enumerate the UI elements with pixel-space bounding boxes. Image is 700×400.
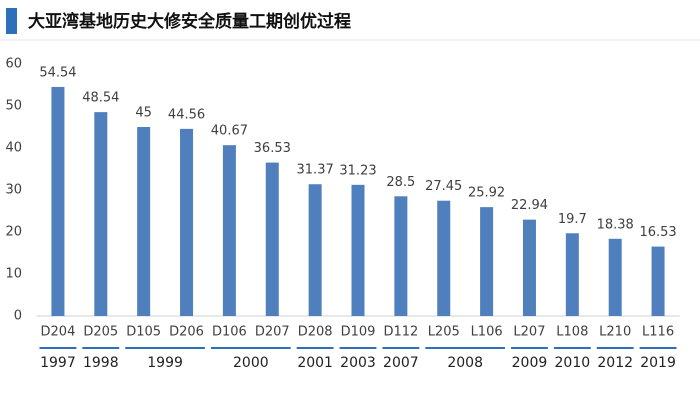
x-tick-label: L205: [428, 325, 460, 340]
data-label: 22.94: [511, 198, 548, 213]
data-label: 28.5: [386, 175, 415, 190]
bar: [308, 184, 322, 316]
group-label: 2003: [340, 355, 376, 371]
y-tick-label: 20: [5, 225, 22, 240]
group-label: 2008: [447, 355, 483, 371]
group-label: 2007: [383, 355, 419, 371]
data-label: 31.37: [297, 163, 334, 178]
data-label: 45: [135, 106, 152, 121]
data-label: 40.67: [211, 124, 248, 139]
x-tick-label: L106: [471, 325, 503, 340]
group-label: 2009: [512, 355, 548, 371]
bar: [480, 207, 494, 316]
group-label: 2019: [640, 355, 676, 371]
data-label: 18.38: [597, 217, 634, 232]
y-tick-label: 0: [14, 309, 22, 324]
x-tick-label: L108: [556, 325, 588, 340]
x-tick-label: D207: [255, 325, 290, 340]
bar: [94, 112, 108, 316]
x-tick-label: D206: [169, 325, 204, 340]
group-label: 2001: [297, 355, 333, 371]
x-tick-label: L116: [642, 325, 674, 340]
bar: [437, 200, 451, 316]
bar: [608, 238, 622, 316]
bar: [137, 127, 151, 316]
x-tick-label: L210: [599, 325, 631, 340]
group-label: 2012: [597, 355, 633, 371]
group-label: 1997: [40, 355, 76, 371]
data-label: 44.56: [168, 107, 205, 122]
data-label: 27.45: [425, 179, 462, 194]
x-tick-label: D208: [298, 325, 333, 340]
bar: [51, 86, 65, 316]
bar: [222, 145, 236, 316]
bar: [265, 162, 279, 316]
data-label: 36.53: [254, 141, 291, 156]
group-label: 2000: [233, 355, 269, 371]
group-label: 2010: [555, 355, 591, 371]
bar: [351, 184, 365, 316]
data-label: 31.23: [339, 163, 376, 178]
data-label: 25.92: [468, 186, 505, 201]
bar: [565, 233, 579, 316]
chart-title: 大亚湾基地历史大修安全质量工期创优过程: [28, 11, 351, 32]
title-accent: [6, 8, 17, 34]
data-label: 19.7: [558, 212, 587, 227]
x-tick-label: D112: [383, 325, 418, 340]
bar: [394, 196, 408, 316]
x-tick-label: D106: [212, 325, 247, 340]
y-tick-label: 30: [5, 183, 22, 198]
group-label: 1998: [83, 355, 119, 371]
x-tick-label: D205: [83, 325, 118, 340]
data-label: 54.54: [39, 65, 76, 80]
y-tick-label: 60: [5, 57, 22, 72]
y-tick-label: 40: [5, 141, 22, 156]
x-tick-label: D105: [126, 325, 161, 340]
data-label: 48.54: [82, 91, 119, 106]
y-tick-label: 10: [5, 267, 22, 282]
y-tick-label: 50: [5, 99, 22, 114]
x-tick-label: D204: [41, 325, 76, 340]
group-label: 1999: [147, 355, 183, 371]
bar: [180, 128, 194, 316]
x-tick-label: D109: [341, 325, 376, 340]
bar: [651, 246, 665, 316]
x-tick-label: L207: [513, 325, 545, 340]
data-label: 16.53: [639, 225, 676, 240]
bar: [522, 219, 536, 316]
